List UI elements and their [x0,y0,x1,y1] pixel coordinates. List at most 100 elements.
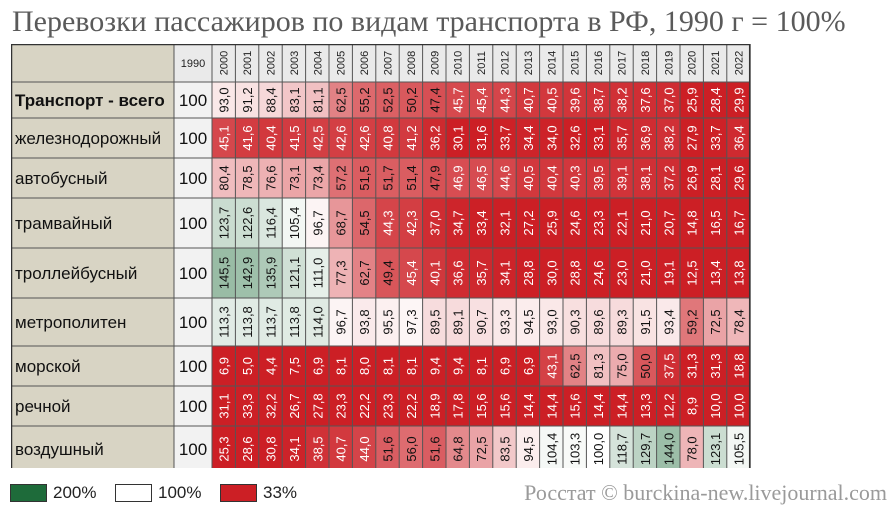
cell-value: 23,3 [591,210,606,235]
heatmap-cell [703,386,727,426]
cell-value: 96,7 [334,309,349,334]
heatmap-cell [586,248,610,298]
cell-value: 31,1 [217,393,232,418]
cell-value: 5,0 [240,357,255,375]
cell-value: 6,9 [217,357,232,375]
cell-value: 64,8 [451,436,466,461]
heatmap-cell [469,158,493,198]
heatmap-cell [539,82,563,118]
year-header: 2002 [266,51,278,75]
cell-value: 78,5 [240,165,255,190]
cell-value: 62,7 [357,260,372,285]
cell-value: 81,3 [591,353,606,378]
cell-value: 88,4 [264,87,279,112]
row-label: морской [15,357,81,376]
cell-value: 129,7 [638,433,653,466]
heatmap-cell [586,118,610,158]
cell-value: 29,9 [732,87,747,112]
heatmap-cell [352,198,376,248]
cell-value: 44,3 [381,210,396,235]
cell-value: 27,9 [685,125,700,150]
heatmap-cell [446,386,470,426]
cell-value: 52,5 [381,87,396,112]
year-header: 2018 [640,51,652,75]
heatmap-cell [469,298,493,346]
cell-value: 42,6 [357,125,372,150]
cell-value: 39,1 [615,165,630,190]
heatmap-cell [492,158,517,198]
heatmap-cell [703,118,727,158]
base-value: 100 [179,357,207,376]
heatmap-cell [680,118,704,158]
cell-value: 22,2 [404,393,419,418]
heatmap-cell [539,426,563,468]
cell-value: 103,3 [568,433,583,466]
year-header: 2021 [710,51,722,75]
heatmap-cell [375,346,400,386]
grid-lines [11,44,751,468]
cell-value: 36,6 [451,260,466,285]
heatmap-cell [563,346,587,386]
cell-value: 37,2 [661,165,676,190]
heatmap-cell [329,386,353,426]
cell-value: 32,6 [568,125,583,150]
cell-value: 24,6 [568,210,583,235]
heatmap-cell [469,82,493,118]
heatmap-cell [586,158,610,198]
cell-value: 113,8 [287,306,302,338]
cell-value: 22,1 [615,210,630,235]
cell-value: 19,1 [661,260,676,285]
header-year-cell [329,44,353,82]
base-value: 100 [179,440,207,459]
cell-value: 23,3 [381,393,396,418]
cell-value: 113,3 [217,306,232,338]
heatmap-cell [235,118,259,158]
year-header: 2022 [734,51,746,75]
cell-value: 26,7 [287,393,302,418]
cell-value: 93,3 [498,309,513,334]
header-year-cell [469,44,493,82]
heatmap-cell [305,118,329,158]
cell-value: 78,0 [685,436,700,461]
header-year-cell [282,44,306,82]
cell-value: 28,1 [708,165,723,190]
cell-value: 51,6 [427,436,442,461]
heatmap-cell [258,118,283,158]
heatmap-cell [586,198,610,248]
heatmap-cell [399,248,423,298]
heatmap-cell [469,118,493,158]
year-header: 2007 [383,51,395,75]
header-year-cell [633,44,657,82]
cell-value: 90,7 [474,309,489,334]
cell-value: 15,6 [474,393,489,418]
cell-value: 44,3 [498,87,513,112]
heatmap-cell [539,298,563,346]
heatmap-cell [726,118,751,158]
heatmap-cell [633,158,657,198]
heatmap-cell [586,386,610,426]
heatmap-cell [492,298,517,346]
heatmap-cell [586,82,610,118]
heatmap-cell [235,346,259,386]
year-header: 2003 [289,51,301,75]
cell-value: 62,5 [568,353,583,378]
cell-value: 89,1 [451,309,466,334]
cell-value: 38,1 [638,165,653,190]
heatmap-cell [563,426,587,468]
cell-value: 35,7 [474,260,489,285]
cell-value: 31,3 [685,353,700,378]
cell-value: 16,7 [732,210,747,235]
heatmap-cell [563,198,587,248]
header-base-year: 1990 [181,58,205,70]
base-value: 100 [179,214,207,233]
heatmap-cell [492,198,517,248]
cell-value: 31,3 [708,353,723,378]
heatmap-cell [212,346,236,386]
base-value-cell [174,82,212,118]
heatmap-cell [726,298,751,346]
heatmap-cell [656,158,680,198]
legend-swatch-100 [115,484,152,502]
header-year-cell [212,44,236,82]
heatmap-cell [539,118,563,158]
cell-value: 35,7 [615,125,630,150]
